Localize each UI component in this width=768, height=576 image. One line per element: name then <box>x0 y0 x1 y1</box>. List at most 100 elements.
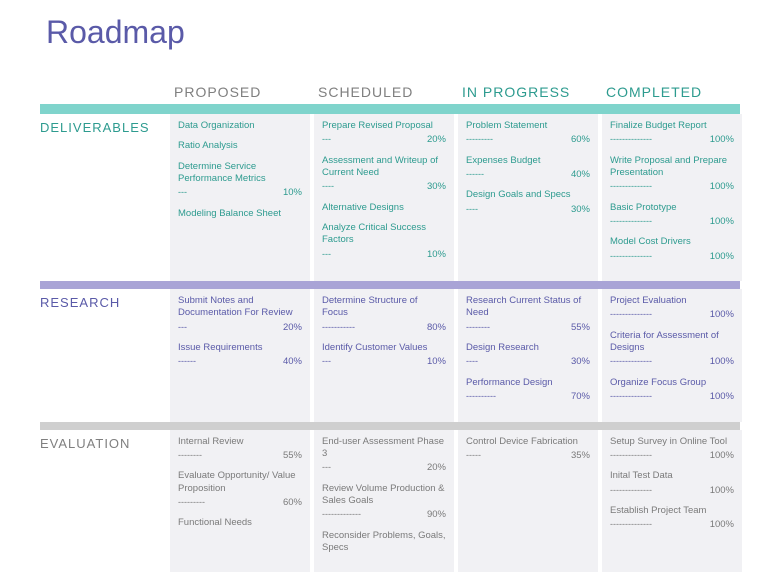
item-progress: --------------100% <box>610 181 734 193</box>
section-deliverables: DELIVERABLESData OrganizationRatio Analy… <box>40 104 740 281</box>
roadmap-item: Model Cost Drivers--------------100% <box>610 236 734 263</box>
progress-dashes: --- <box>322 462 331 474</box>
progress-dashes: ----------- <box>322 322 355 334</box>
progress-percent: 30% <box>567 204 590 216</box>
item-label: Evaluate Opportunity/ Value Proposition <box>178 470 302 495</box>
item-label: Research Current Status of Need <box>466 295 590 320</box>
item-label: Internal Review <box>178 436 302 448</box>
roadmap-item: Establish Project Team--------------100% <box>610 505 734 532</box>
roadmap-item: Expenses Budget------40% <box>466 155 590 182</box>
item-progress: -----------80% <box>322 322 446 334</box>
item-progress: ---10% <box>322 249 446 261</box>
item-label: Establish Project Team <box>610 505 734 517</box>
item-progress: -------------- 100% <box>610 216 734 228</box>
item-label: Data Organization <box>178 120 302 132</box>
cell: Prepare Revised Proposal---20%Assessment… <box>314 114 454 281</box>
item-label: Issue Requirements <box>178 342 302 354</box>
section-research: RESEARCHSubmit Notes and Documentation F… <box>40 281 740 421</box>
progress-percent: 70% <box>567 391 590 403</box>
roadmap-item: Ratio Analysis <box>178 140 302 152</box>
item-progress: ---------60% <box>466 134 590 146</box>
item-progress: --------------100% <box>610 450 734 462</box>
row-label: RESEARCH <box>40 289 170 421</box>
item-label: Determine Service Performance Metrics <box>178 161 302 186</box>
progress-dashes: -------------- <box>610 181 652 193</box>
section-evaluation: EVALUATIONInternal Review--------55%Eval… <box>40 422 740 573</box>
roadmap-item: Determine Service Performance Metrics---… <box>178 161 302 200</box>
item-label: Problem Statement <box>466 120 590 132</box>
roadmap-item: Internal Review --------55% <box>178 436 302 463</box>
progress-percent: 100% <box>706 216 734 228</box>
progress-percent: 20% <box>423 134 446 146</box>
roadmap-item: Criteria for Assessment of Designs------… <box>610 330 734 369</box>
item-label: Expenses Budget <box>466 155 590 167</box>
cell: Setup Survey in Online Tool -------------… <box>602 430 742 573</box>
item-progress: ----30% <box>322 181 446 193</box>
roadmap-item: Analyze Critical Success Factors---10% <box>322 222 446 261</box>
progress-percent: 60% <box>279 497 302 509</box>
item-progress: --------------100% <box>610 356 734 368</box>
roadmap-item: Identify Customer Values---10% <box>322 342 446 369</box>
progress-percent: 40% <box>279 356 302 368</box>
item-label: Setup Survey in Online Tool <box>610 436 734 448</box>
item-progress: --------- 60% <box>178 497 302 509</box>
cell: Data Organization Ratio Analysis Determine… <box>170 114 310 281</box>
cell: Submit Notes and Documentation For Revie… <box>170 289 310 421</box>
item-label: Prepare Revised Proposal <box>322 120 446 132</box>
roadmap-item: Evaluate Opportunity/ Value Proposition -… <box>178 470 302 509</box>
item-label: Inital Test Data <box>610 470 734 482</box>
item-label: Performance Design <box>466 377 590 389</box>
item-progress: -------------90% <box>322 509 446 521</box>
progress-dashes: -------------- <box>610 216 652 228</box>
progress-percent: 10% <box>423 356 446 368</box>
progress-dashes: --- <box>322 356 331 368</box>
progress-percent: 100% <box>706 251 734 263</box>
item-progress: --------------100% <box>610 134 734 146</box>
progress-percent: 100% <box>706 309 734 321</box>
roadmap-item: Assessment and Writeup of Current Need--… <box>322 155 446 194</box>
item-label: Ratio Analysis <box>178 140 302 152</box>
item-label: Review Volume Production & Sales Goals <box>322 483 446 508</box>
roadmap-grid: PROPOSED SCHEDULED IN PROGRESS COMPLETED… <box>40 70 740 572</box>
progress-dashes: -------------- <box>610 251 652 263</box>
item-label: Basic Prototype <box>610 202 734 214</box>
roadmap-item: Modeling Balance Sheet <box>178 208 302 220</box>
progress-percent: 100% <box>706 519 734 531</box>
item-label: Assessment and Writeup of Current Need <box>322 155 446 180</box>
progress-dashes: ------ <box>466 169 484 181</box>
progress-dashes: --- <box>178 187 187 199</box>
item-label: Reconsider Problems, Goals, Specs <box>322 530 446 555</box>
progress-dashes: -------------- <box>610 134 652 146</box>
roadmap-item: Submit Notes and Documentation For Revie… <box>178 295 302 334</box>
item-progress: --------------100% <box>610 309 734 321</box>
progress-percent: 90% <box>423 509 446 521</box>
progress-dashes: ---- <box>322 181 334 193</box>
roadmap-item: Functional Needs <box>178 517 302 529</box>
roadmap-item: Project Evaluation --------------100% <box>610 295 734 322</box>
progress-dashes: -------------- <box>610 356 652 368</box>
cell: Problem Statement ---------60% Expenses Bu… <box>458 114 598 281</box>
roadmap-item: Design Goals and Specs----30% <box>466 189 590 216</box>
progress-percent: 55% <box>567 322 590 334</box>
item-progress: --- 10% <box>322 356 446 368</box>
item-label: Modeling Balance Sheet <box>178 208 302 220</box>
progress-dashes: -------------- <box>610 485 652 497</box>
col-header-proposed: PROPOSED <box>170 84 310 104</box>
roadmap-item: Basic Prototype -------------- 100% <box>610 202 734 229</box>
item-progress: ----30% <box>466 204 590 216</box>
item-progress: --------55% <box>178 450 302 462</box>
item-label: Project Evaluation <box>610 295 734 307</box>
item-progress: ------40% <box>178 356 302 368</box>
progress-percent: 20% <box>423 462 446 474</box>
item-progress: ---20% <box>178 322 302 334</box>
cell: Finalize Budget Report--------------100%… <box>602 114 742 281</box>
roadmap-item: Research Current Status of Need--------5… <box>466 295 590 334</box>
roadmap-item: Inital Test Data -------------- 100% <box>610 470 734 497</box>
progress-percent: 30% <box>567 356 590 368</box>
progress-dashes: --------- <box>178 497 205 509</box>
cell: Determine Structure of Focus-----------8… <box>314 289 454 421</box>
progress-percent: 100% <box>706 485 734 497</box>
item-progress: -------------- 100% <box>610 251 734 263</box>
roadmap-item: Finalize Budget Report--------------100% <box>610 120 734 147</box>
item-label: Organize Focus Group <box>610 377 734 389</box>
